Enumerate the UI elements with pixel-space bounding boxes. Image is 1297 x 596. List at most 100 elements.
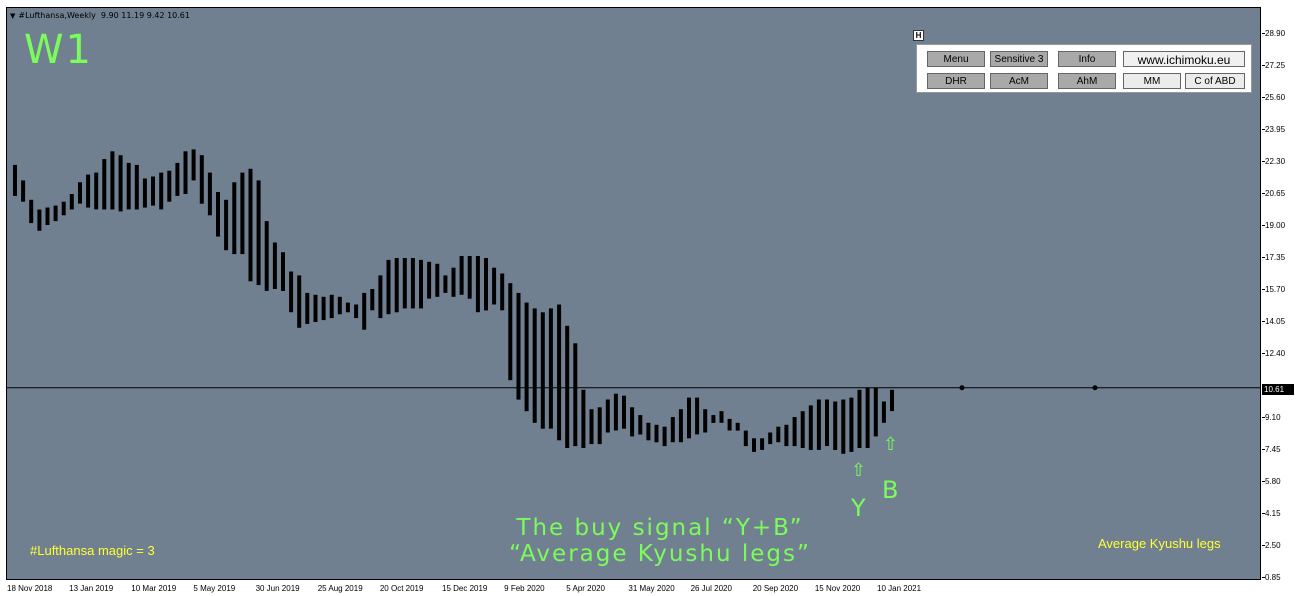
signal-title-line2: “Average Kyushu legs” — [509, 541, 811, 567]
kyushu-leg-bar — [21, 180, 26, 202]
date-axis[interactable]: 18 Nov 2018 13 Jan 2019 10 Mar 2019 5 May 2… — [0, 580, 1262, 596]
kyushu-leg-bar — [94, 172, 99, 210]
kyushu-leg-bar — [386, 259, 391, 315]
kyushu-leg-bar — [394, 258, 399, 313]
kyushu-leg-bar — [207, 172, 212, 216]
kyushu-leg-bar — [816, 399, 821, 450]
kyushu-leg-bar — [833, 401, 838, 450]
kyushu-leg-bar — [313, 294, 318, 322]
date-tick-label: 10 Mar 2019 — [131, 584, 177, 593]
kyushu-leg-bar — [183, 151, 188, 194]
price-tick-mark — [1262, 289, 1265, 290]
plot-area[interactable] — [6, 7, 1261, 580]
kyushu-leg-bar — [29, 199, 34, 224]
kyushu-leg-bar — [45, 207, 50, 225]
price-tick-mark — [1262, 65, 1265, 66]
kyushu-leg-bar — [841, 399, 846, 454]
price-tick-label: 25.60 — [1265, 93, 1286, 102]
kyushu-leg-bar — [484, 258, 488, 311]
legs-label: Average Kyushu legs — [1098, 536, 1221, 551]
kyushu-leg-bar — [281, 252, 285, 291]
kyushu-leg-bar — [224, 199, 229, 251]
kyushu-leg-bar — [662, 426, 667, 447]
kyushu-leg-bar — [419, 259, 423, 309]
kyushu-leg-bar — [792, 417, 797, 447]
acm-button[interactable]: AcM — [990, 73, 1048, 89]
dropdown-triangle-icon[interactable]: ▼ — [10, 12, 16, 20]
panel-toggle-button[interactable]: H — [913, 30, 924, 41]
price-axis[interactable]: 28.90 27.25 25.60 23.95 22.30 20.65 19.00 17.35… — [1262, 7, 1297, 582]
symbol-header: ▼ #Lufthansa,Weekly 9.90 11.19 9.42 10.61 — [10, 11, 190, 20]
kyushu-leg-bar — [61, 201, 66, 216]
kyushu-leg-bar — [873, 387, 878, 437]
kyushu-leg-bar — [532, 308, 537, 423]
price-tick-label: 20.65 — [1265, 189, 1286, 198]
price-tick-mark — [1262, 33, 1265, 34]
c-of-abd-button[interactable]: C of ABD — [1185, 73, 1245, 89]
kyushu-leg-bar — [500, 273, 505, 311]
arrow-up-icon: ⇧ — [851, 460, 867, 481]
kyushu-leg-bar — [86, 174, 91, 208]
price-tick-mark — [1262, 513, 1265, 514]
kyushu-leg-bar — [776, 426, 781, 443]
date-tick-label: 20 Oct 2019 — [379, 584, 424, 593]
kyushu-leg-bar — [427, 261, 432, 299]
kyushu-leg-bar — [743, 430, 748, 447]
price-tick-label: 7.45 — [1265, 445, 1281, 454]
price-tick-label: 14.05 — [1265, 317, 1286, 326]
kyushu-leg-bar — [134, 164, 139, 210]
kyushu-leg-bar — [167, 170, 172, 202]
kyushu-leg-bar — [622, 395, 626, 429]
kyushu-leg-bar — [752, 438, 756, 452]
kyushu-leg-bar — [857, 389, 862, 448]
kyushu-leg-bar — [289, 271, 294, 313]
ahm-button[interactable]: AhM — [1058, 73, 1116, 89]
kyushu-leg-bar — [410, 258, 415, 309]
kyushu-leg-bar — [508, 283, 513, 381]
price-tick-label: 19.00 — [1265, 221, 1286, 230]
menu-button[interactable]: Menu — [927, 51, 985, 67]
kyushu-leg-bar — [890, 389, 894, 412]
price-tick-mark — [1262, 481, 1265, 482]
kyushu-leg-bar — [443, 275, 448, 293]
date-tick-label: 20 Sep 2020 — [752, 584, 799, 593]
kyushu-leg-bar — [345, 302, 350, 313]
signal-y-label: Y — [851, 494, 866, 522]
kyushu-leg-bar — [565, 325, 570, 448]
price-tick-mark — [1262, 577, 1265, 578]
kyushu-leg-bar — [110, 151, 115, 210]
price-tick-mark — [1262, 161, 1265, 162]
kyushu-leg-bar — [654, 424, 659, 443]
mm-button[interactable]: MM — [1123, 73, 1181, 89]
info-button[interactable]: Info — [1058, 51, 1116, 67]
price-tick-label: 23.95 — [1265, 125, 1286, 134]
ohlc-values: 9.90 11.19 9.42 10.61 — [100, 11, 190, 20]
date-tick-label: 5 May 2019 — [193, 584, 236, 593]
kyushu-leg-bar — [670, 417, 675, 443]
date-tick-label: 15 Nov 2020 — [814, 584, 861, 593]
kyushu-leg-bar — [297, 275, 302, 328]
date-tick-label: 5 Apr 2020 — [566, 584, 605, 593]
kyushu-leg-bar — [727, 418, 732, 431]
current-price-label: 10.61 — [1262, 384, 1294, 395]
sensitive-button[interactable]: Sensitive 3 — [990, 51, 1048, 67]
price-tick-label: 17.35 — [1265, 253, 1286, 262]
price-tick-label: 22.30 — [1265, 157, 1286, 166]
kyushu-leg-bar — [216, 192, 220, 237]
kyushu-leg-bar — [492, 267, 497, 305]
kyushu-leg-bar — [378, 275, 383, 319]
kyushu-leg-bar — [678, 409, 683, 443]
price-tick-label: 5.80 — [1265, 477, 1281, 486]
kyushu-leg-bar — [118, 155, 123, 212]
dhr-button[interactable]: DHR — [927, 73, 985, 89]
arrow-up-icon: ⇧ — [883, 434, 899, 455]
date-tick-label: 15 Dec 2019 — [442, 584, 488, 593]
kyushu-leg-bar — [865, 387, 870, 448]
price-tick-mark — [1262, 129, 1265, 130]
kyushu-leg-bar — [191, 149, 196, 181]
price-line-marker — [1092, 385, 1098, 391]
kyushu-leg-bar — [435, 263, 440, 297]
website-button[interactable]: www.ichimoku.eu — [1123, 51, 1245, 67]
price-tick-mark — [1262, 353, 1265, 354]
